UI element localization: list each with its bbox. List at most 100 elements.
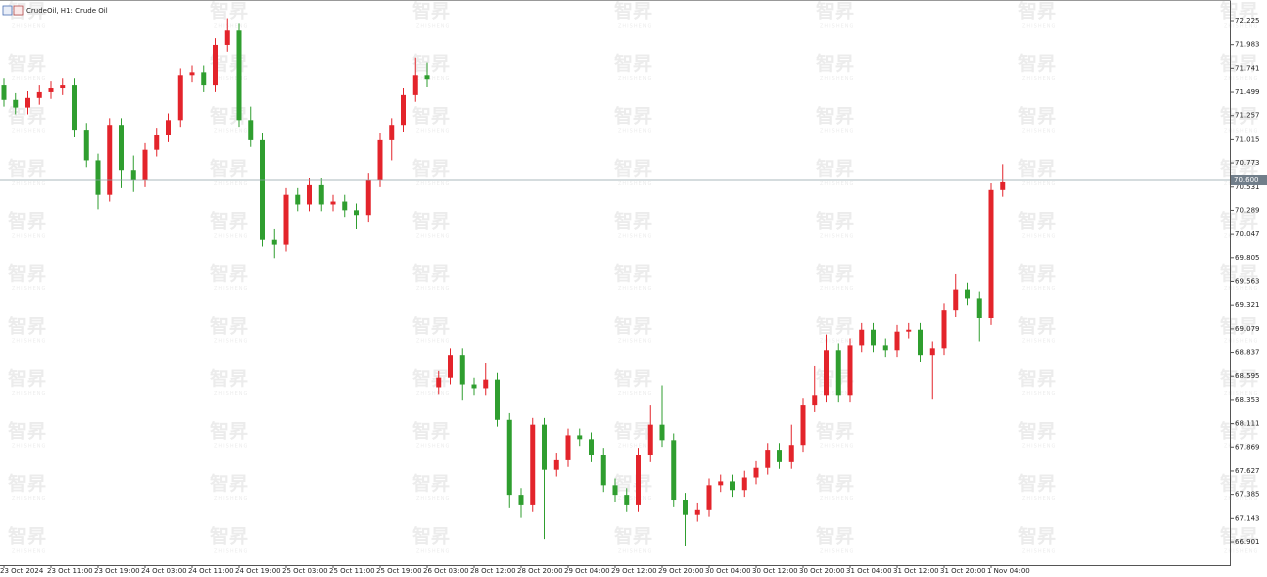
candle-body — [271, 239, 277, 245]
watermark: 智昇 — [1018, 157, 1056, 180]
candle-body — [436, 377, 442, 388]
watermark-sub: ZHISHENG — [1224, 234, 1258, 240]
candle-body — [965, 289, 970, 299]
watermark-sub: ZHISHENG — [12, 181, 46, 187]
watermark: 智昇 — [412, 52, 450, 75]
watermark: 智昇 — [614, 0, 652, 23]
watermark: 智昇 — [1018, 472, 1056, 495]
symbol-icon — [2, 5, 24, 16]
candle-body — [765, 450, 771, 468]
watermark: 智昇 — [614, 315, 652, 338]
watermark-sub: ZHISHENG — [1224, 496, 1258, 502]
candle-body — [389, 125, 395, 140]
candle-body — [659, 424, 665, 441]
watermark-sub: ZHISHENG — [1022, 391, 1056, 397]
watermark-sub: ZHISHENG — [1022, 181, 1056, 187]
watermark-sub: ZHISHENG — [416, 76, 450, 82]
watermark-sub: ZHISHENG — [820, 549, 854, 555]
watermark: 智昇 — [1018, 52, 1056, 75]
watermark: 智昇 — [210, 315, 248, 338]
watermark-sub: ZHISHENG — [618, 129, 652, 135]
watermark-sub: ZHISHENG — [1022, 24, 1056, 30]
candle-body — [401, 94, 406, 126]
watermark: 智昇 — [412, 315, 450, 338]
watermark: 智昇 — [8, 420, 46, 443]
watermark-sub: ZHISHENG — [12, 549, 46, 555]
watermark-sub: ZHISHENG — [1022, 234, 1056, 240]
watermark-sub: ZHISHENG — [820, 76, 854, 82]
candle-body — [553, 459, 559, 470]
candle-body — [83, 130, 89, 161]
watermark: 智昇 — [1220, 525, 1258, 548]
x-tick-label: 24 Oct 19:00 — [235, 567, 281, 575]
watermark-sub: ZHISHENG — [618, 24, 652, 30]
watermark: 智昇 — [8, 262, 46, 285]
y-tick-label: 70.047 — [1235, 230, 1260, 238]
watermark: 智昇 — [614, 105, 652, 128]
watermark: 智昇 — [816, 157, 854, 180]
candle-body — [260, 139, 265, 240]
y-tick-label: 67.869 — [1235, 443, 1260, 451]
watermark: 智昇 — [614, 262, 652, 285]
watermark-sub: ZHISHENG — [416, 286, 450, 292]
watermark: 智昇 — [1220, 157, 1258, 180]
y-tick-label: 71.983 — [1235, 41, 1260, 49]
watermark-sub: ZHISHENG — [1224, 76, 1258, 82]
watermark: 智昇 — [1018, 315, 1056, 338]
candle-body — [1, 85, 7, 100]
candle-body — [13, 99, 19, 108]
candle-body — [835, 350, 841, 396]
watermark-sub: ZHISHENG — [12, 286, 46, 292]
watermark-sub: ZHISHENG — [820, 234, 854, 240]
y-tick-label: 66.901 — [1235, 538, 1260, 546]
watermark-sub: ZHISHENG — [214, 129, 248, 135]
watermark-sub: ZHISHENG — [820, 339, 854, 345]
watermark-sub: ZHISHENG — [1022, 549, 1056, 555]
candle-body — [459, 355, 465, 385]
watermark-sub: ZHISHENG — [214, 549, 248, 555]
watermark: 智昇 — [1018, 210, 1056, 233]
watermark-sub: ZHISHENG — [820, 444, 854, 450]
y-tick-label: 71.015 — [1235, 135, 1260, 143]
candle-body — [624, 495, 630, 505]
watermark: 智昇 — [614, 525, 652, 548]
watermark-sub: ZHISHENG — [1022, 286, 1056, 292]
candle-body — [530, 424, 536, 505]
candle-body — [589, 439, 594, 456]
candle-body — [741, 477, 747, 491]
candle-body — [283, 194, 289, 245]
watermark-sub: ZHISHENG — [12, 444, 46, 450]
watermark: 智昇 — [8, 210, 46, 233]
candle-body — [130, 170, 136, 181]
watermark: 智昇 — [412, 0, 450, 23]
watermark: 智昇 — [210, 105, 248, 128]
candle-body — [542, 424, 547, 470]
candle-body — [871, 329, 876, 346]
candle-body — [412, 75, 418, 95]
candle-body — [471, 384, 477, 389]
candle-body — [718, 481, 724, 486]
y-tick-label: 71.499 — [1235, 88, 1260, 96]
watermark-sub: ZHISHENG — [416, 496, 450, 502]
watermark: 智昇 — [1018, 367, 1056, 390]
watermark-sub: ZHISHENG — [214, 339, 248, 345]
y-tick-label: 69.805 — [1235, 254, 1260, 262]
watermark: 智昇 — [1220, 472, 1258, 495]
watermark-sub: ZHISHENG — [1022, 496, 1056, 502]
candle-body — [365, 180, 371, 216]
watermark: 智昇 — [210, 210, 248, 233]
watermark-sub: ZHISHENG — [1224, 339, 1258, 345]
watermark-sub: ZHISHENG — [12, 76, 46, 82]
watermark: 智昇 — [816, 52, 854, 75]
candle-body — [177, 75, 183, 121]
watermark: 智昇 — [210, 367, 248, 390]
watermark: 智昇 — [412, 210, 450, 233]
x-tick-label: 31 Oct 04:00 — [846, 567, 892, 575]
x-tick-label: 23 Oct 2024 — [0, 567, 44, 575]
watermark-sub: ZHISHENG — [1022, 444, 1056, 450]
candle-body — [976, 298, 982, 318]
y-tick-label: 69.563 — [1235, 277, 1260, 285]
watermark-sub: ZHISHENG — [416, 339, 450, 345]
candle-body — [354, 210, 359, 216]
